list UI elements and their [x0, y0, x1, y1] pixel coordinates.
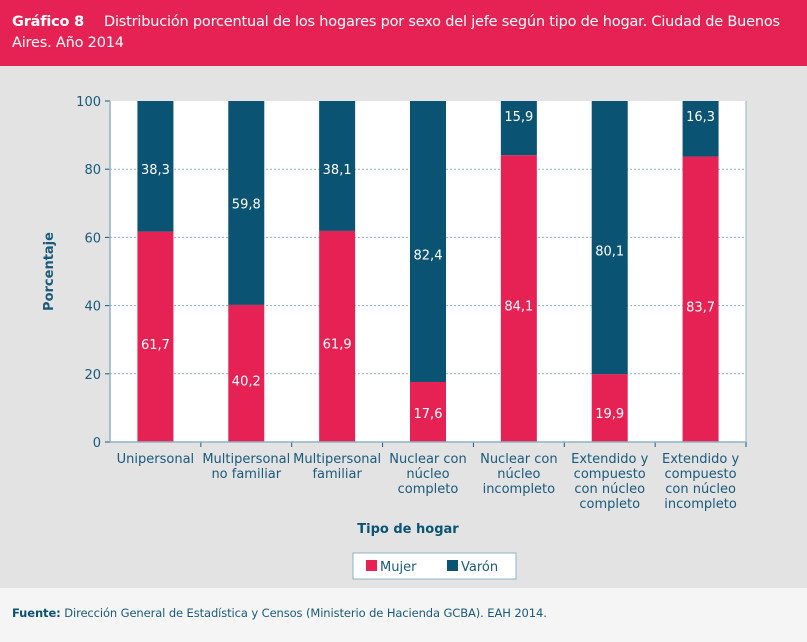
source-note: Fuente: Dirección General de Estadística… [12, 606, 547, 620]
bars [137, 101, 719, 442]
y-axis-label: Porcentaje [42, 232, 57, 311]
bar-varon [591, 101, 628, 375]
x-tick-label: Unipersonal [117, 452, 195, 467]
data-labels: 61,7 38,3 40,2 59,8 61,9 38,1 17,6 82,4 84,1 15,9… [141, 110, 715, 422]
data-label: 38,1 [323, 163, 352, 178]
x-tick-label-line: completo [398, 482, 459, 497]
data-label: 16,3 [686, 110, 715, 125]
data-label: 82,4 [414, 248, 443, 263]
data-label: 40,2 [232, 374, 261, 389]
x-tick-label-line: familiar [312, 467, 362, 482]
bar-mujer [137, 231, 174, 442]
bar-varon [500, 101, 537, 156]
bar-varon [682, 101, 719, 157]
legend-box [352, 552, 517, 580]
bar-varon [228, 101, 265, 305]
bar-mujer [500, 155, 537, 442]
y-tick-label: 80 [84, 163, 101, 178]
x-tick-label: Nuclear con núcleo incompleto [480, 452, 558, 497]
data-label: 17,6 [414, 407, 443, 422]
x-tick-label-line: Nuclear con [480, 452, 558, 467]
data-label: 38,3 [141, 163, 170, 178]
data-label: 83,7 [686, 300, 715, 315]
source-text: Dirección General de Estadística y Censo… [64, 606, 547, 620]
x-tick-label: Nuclear con núcleo completo [389, 452, 467, 497]
x-tick-label-line: incompleto [664, 497, 737, 512]
x-tick-label-line: núcleo [497, 467, 540, 482]
bar-mujer [591, 374, 628, 442]
data-label: 59,8 [232, 197, 261, 212]
bar-mujer [682, 156, 719, 442]
x-axis-label: Tipo de hogar [357, 522, 459, 537]
legend-label: Mujer [380, 560, 417, 575]
figure-number: Gráfico 8 [12, 14, 85, 30]
x-tick-label-line: con núcleo [665, 482, 736, 497]
bar-mujer [319, 230, 356, 442]
legend-swatch-varon [447, 560, 458, 571]
x-tick-label: Extendido y compuesto con núcleo incompleto [662, 452, 739, 512]
x-tick-label-line: Multipersonal [293, 452, 381, 467]
x-tick-label: Extendido y compuesto con núcleo completo [571, 452, 648, 512]
y-tick-label: 60 [84, 231, 101, 246]
chart-header: Gráfico 8 Distribución porcentual de los … [0, 0, 807, 66]
y-tick-label: 20 [84, 368, 101, 383]
x-tick-label: Multipersonal familiar [293, 452, 381, 482]
legend-swatch-mujer [366, 560, 377, 571]
legend-label: Varón [461, 560, 498, 575]
data-label: 61,9 [323, 337, 352, 352]
x-tick-label-line: no familiar [211, 467, 281, 482]
x-tick-label: Multipersonal no familiar [202, 452, 290, 482]
x-tick-label-line: Extendido y [662, 452, 739, 467]
source-label: Fuente: [12, 606, 61, 620]
axes [105, 100, 747, 447]
legend: Mujer Varón [352, 552, 517, 580]
y-tick-label: 40 [84, 300, 101, 315]
y-tick-label: 100 [76, 95, 101, 110]
footer: Fuente: Dirección General de Estadística… [0, 588, 807, 642]
x-tick-label-line: Extendido y [571, 452, 648, 467]
x-tick-label-line: con núcleo [574, 482, 645, 497]
x-tick-label-line: núcleo [406, 467, 449, 482]
x-tick-label-line: compuesto [665, 467, 737, 482]
x-tick-label-line: completo [579, 497, 640, 512]
x-tick-label-line: Nuclear con [389, 452, 467, 467]
gridlines [110, 168, 746, 375]
x-tick-label-line: Multipersonal [202, 452, 290, 467]
bar-varon [319, 101, 356, 231]
x-tick-label-line: Unipersonal [117, 452, 195, 467]
x-tick-label-line: incompleto [483, 482, 556, 497]
chart-area: 0 20 40 60 80 100 Unipersonal Multipersonal no f… [0, 66, 807, 588]
bar-mujer [410, 381, 446, 442]
data-label: 19,9 [595, 407, 624, 422]
chart-title: Gráfico 8 Distribución porcentual de los … [12, 12, 802, 54]
data-label: 15,9 [504, 110, 533, 125]
data-label: 61,7 [141, 338, 170, 353]
data-label: 80,1 [595, 245, 624, 260]
bar-varon [410, 101, 446, 382]
figure-title: Distribución porcentual de los hogares p… [12, 14, 780, 51]
bar-varon [137, 101, 174, 232]
x-tick-label-line: compuesto [574, 467, 646, 482]
y-tick-label: 0 [93, 436, 101, 451]
data-label: 84,1 [504, 300, 533, 315]
bar-mujer [228, 304, 265, 442]
